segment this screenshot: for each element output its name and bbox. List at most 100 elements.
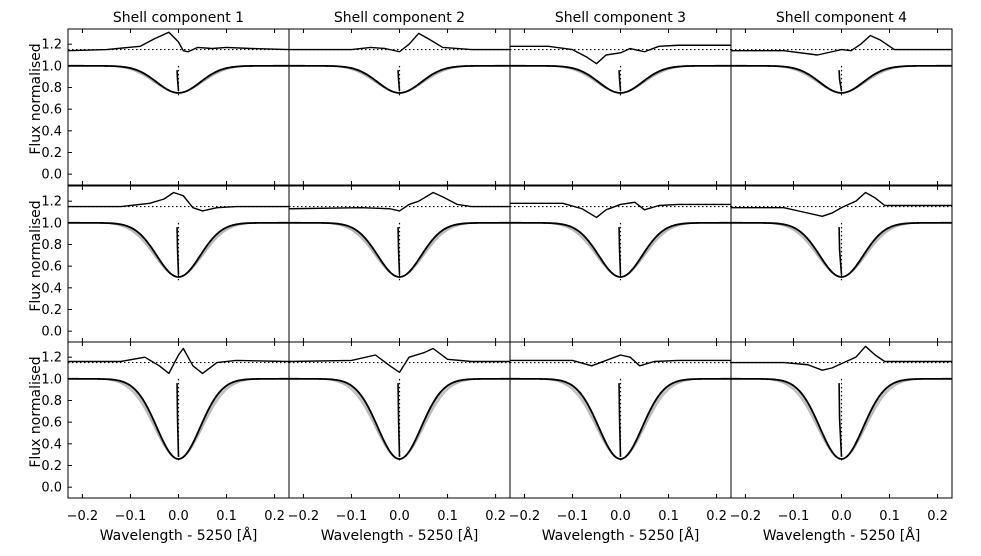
panel-r2-c2 — [288, 185, 511, 343]
y-tick-label: 0.6 — [41, 103, 62, 118]
x-tick-label: 0.2 — [485, 509, 506, 524]
y-tick-label: 0.4 — [41, 124, 62, 139]
absorption-profile — [289, 377, 510, 460]
panel-r3-c4 — [730, 341, 953, 499]
absorption-profile — [731, 64, 952, 94]
residual-curve — [731, 191, 952, 218]
residual-curve — [288, 191, 510, 212]
bisector — [838, 70, 843, 91]
residual-curve — [67, 31, 290, 53]
absorption-profile — [510, 221, 731, 278]
panel-r3-c1 — [67, 341, 290, 499]
panel-r2-c3 — [509, 185, 732, 343]
absorption-profile — [510, 64, 731, 94]
x-tick-label: 0.1 — [216, 509, 237, 524]
x-tick-label: 0.2 — [927, 509, 948, 524]
x-tick-label: 0.1 — [437, 509, 458, 524]
y-tick-label: 0.4 — [41, 281, 62, 296]
absorption-profile — [289, 221, 510, 278]
residual-curve — [510, 354, 731, 367]
x-tick-label: −0.1 — [115, 509, 147, 524]
panel-r1-c1 — [67, 28, 290, 186]
x-tick-label: −0.2 — [730, 509, 762, 524]
bisector — [176, 70, 180, 91]
residual-curve — [289, 32, 510, 53]
y-tick-label: 0.8 — [41, 81, 62, 96]
x-tick-label: 0.1 — [879, 509, 900, 524]
residual-curve — [68, 191, 289, 212]
x-tick-label: −0.1 — [336, 509, 368, 524]
absorption-profile — [68, 377, 289, 460]
y-tick-label: 0.2 — [41, 459, 62, 474]
residual-curve — [68, 347, 290, 375]
x-tick-label: −0.1 — [557, 509, 589, 524]
y-tick-label: 0.6 — [41, 260, 62, 275]
x-tick-label: 0.0 — [610, 509, 631, 524]
panel-r2-c4 — [730, 185, 953, 343]
y-axis-label: Flux normalised — [28, 356, 44, 467]
y-tick-label: 0.2 — [41, 146, 62, 161]
y-tick-label: 1.2 — [41, 351, 62, 366]
x-tick-label: 0.2 — [706, 509, 727, 524]
y-tick-label: 0.0 — [41, 325, 62, 340]
y-tick-label: 1.0 — [41, 216, 62, 231]
x-tick-label: 0.0 — [389, 509, 410, 524]
y-tick-label: 1.2 — [41, 195, 62, 210]
x-axis-label: Wavelength - 5250 [Å] — [321, 527, 479, 544]
bisector — [176, 383, 180, 457]
panel-r2-c1 — [67, 185, 290, 343]
bisector — [618, 227, 622, 275]
x-tick-label: −0.2 — [288, 509, 320, 524]
y-tick-label: 0.8 — [41, 394, 62, 409]
x-axis-label: Wavelength - 5250 [Å] — [763, 527, 921, 544]
column-title-2: Shell component 2 — [334, 10, 465, 26]
panel-frame — [67, 28, 290, 186]
y-tick-label: 0.0 — [41, 168, 62, 183]
bisector — [176, 227, 180, 275]
bisector — [618, 70, 622, 91]
bisector — [397, 70, 401, 91]
bisector — [397, 227, 401, 275]
absorption-profile — [510, 377, 731, 460]
residual-curve — [731, 34, 952, 56]
residual-curve — [510, 201, 731, 219]
y-axis-label: Flux normalised — [28, 200, 44, 311]
absorption-profile — [289, 64, 510, 94]
x-tick-label: −0.1 — [778, 509, 810, 524]
x-tick-label: 0.1 — [658, 509, 679, 524]
panel-r1-c2 — [288, 28, 511, 186]
panel-r3-c2 — [288, 341, 511, 499]
column-title-3: Shell component 3 — [555, 10, 686, 26]
residual-curve — [288, 347, 510, 374]
absorption-profile — [68, 64, 289, 94]
x-tick-label: 0.2 — [264, 509, 285, 524]
absorption-profile — [731, 221, 952, 278]
bisector — [618, 383, 622, 457]
y-tick-label: 0.2 — [41, 303, 62, 318]
panel-r1-c3 — [509, 28, 732, 186]
absorption-profile — [731, 377, 952, 460]
y-tick-label: 1.2 — [41, 38, 62, 53]
x-tick-label: 0.0 — [168, 509, 189, 524]
residual-curve — [510, 44, 731, 65]
x-tick-label: −0.2 — [509, 509, 541, 524]
x-tick-label: 0.0 — [831, 509, 852, 524]
bisector — [397, 383, 401, 457]
column-title-1: Shell component 1 — [113, 10, 244, 26]
panel-r3-c3 — [509, 341, 732, 499]
y-tick-label: 0.0 — [41, 481, 62, 496]
absorption-profile — [68, 221, 289, 278]
y-tick-label: 1.0 — [41, 372, 62, 387]
y-tick-label: 0.8 — [41, 238, 62, 253]
bisector — [838, 383, 843, 457]
y-tick-label: 1.0 — [41, 59, 62, 74]
y-tick-label: 0.6 — [41, 416, 62, 431]
panel-r1-c4 — [730, 28, 953, 186]
y-tick-label: 0.4 — [41, 437, 62, 452]
panel-frame — [730, 28, 953, 186]
bisector — [838, 227, 843, 275]
column-title-4: Shell component 4 — [776, 10, 907, 26]
y-axis-label: Flux normalised — [28, 43, 44, 154]
x-tick-label: −0.2 — [67, 509, 99, 524]
